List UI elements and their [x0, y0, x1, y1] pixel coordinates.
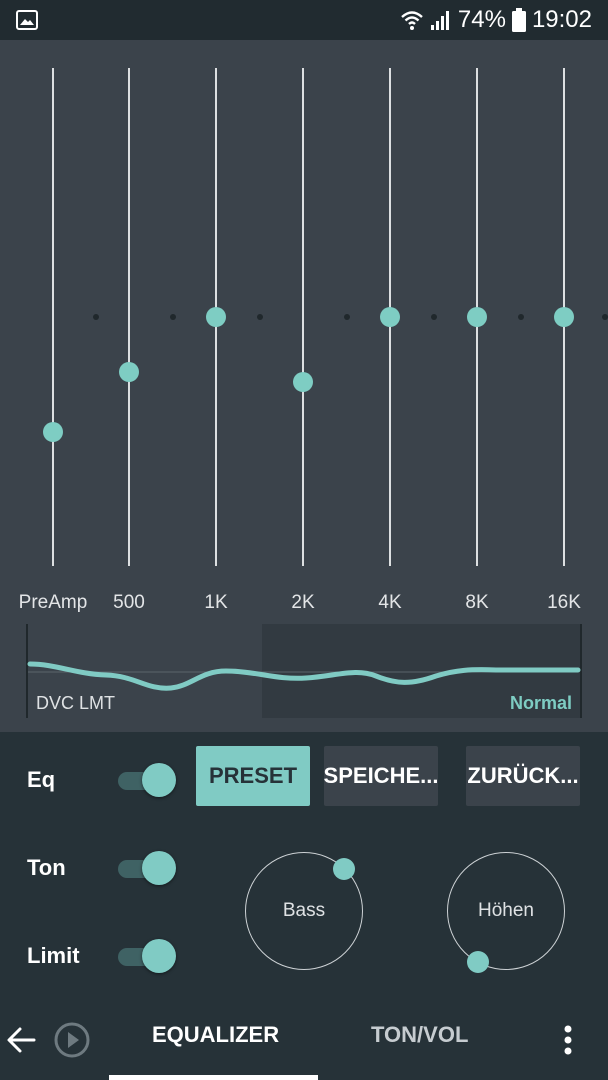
dvc-left-edge — [26, 624, 28, 718]
toggle-switch[interactable] — [118, 939, 176, 973]
toggle-thumb — [142, 763, 176, 797]
arrow-left-icon[interactable] — [6, 1026, 36, 1054]
preset-button[interactable]: PRESET — [196, 746, 310, 806]
dial-label: Höhen — [478, 900, 534, 921]
eq-band-label: 16K — [547, 592, 581, 613]
eq-center-dot — [257, 314, 263, 320]
eq-center-dot — [170, 314, 176, 320]
status-right: 74% 19:02 — [400, 0, 592, 40]
eq-band-label: 4K — [378, 592, 402, 613]
tab-ton-vol[interactable]: TON/VOL — [371, 1022, 469, 1047]
eq-band-label: 8K — [465, 592, 489, 613]
eq-center-dot — [344, 314, 350, 320]
eq-band-label: 1K — [204, 592, 228, 613]
eq-center-dot — [431, 314, 437, 320]
toggle-label: Ton — [27, 855, 66, 880]
eq-band-track[interactable] — [52, 68, 54, 566]
dvc-label: DVC LMT — [36, 693, 116, 713]
bottom-nav — [0, 1000, 608, 1080]
eq-band-label: PreAmp — [18, 592, 88, 613]
dial-label: Bass — [282, 900, 326, 921]
dial-knob[interactable] — [333, 858, 355, 880]
tab-equalizer[interactable]: EQUALIZER — [152, 1022, 280, 1047]
dvc-mode[interactable]: Normal — [509, 693, 572, 713]
toggle-switch[interactable] — [118, 851, 176, 885]
toggle-label: Limit — [27, 943, 80, 968]
dial-knob[interactable] — [467, 951, 489, 973]
eq-band-label: 2K — [291, 592, 315, 613]
active-tab-indicator — [109, 1075, 318, 1080]
dial-bass[interactable]: Bass — [245, 852, 363, 970]
eq-center-dot — [93, 314, 99, 320]
battery-percent: 74% — [457, 6, 506, 33]
eq-band-knob[interactable] — [293, 371, 313, 392]
eq-band-knob[interactable] — [380, 307, 400, 327]
toggle-switch[interactable] — [118, 763, 176, 797]
gallery-icon — [16, 10, 38, 30]
eq-band-track[interactable] — [128, 68, 130, 566]
battery-icon — [511, 8, 526, 32]
eq-band-label: 500 — [113, 592, 145, 613]
eq-center-dot — [602, 314, 608, 320]
signal-icon — [430, 11, 449, 30]
eq-band-knob[interactable] — [467, 307, 487, 327]
eq-center-dot — [518, 314, 524, 320]
toggle-thumb — [142, 939, 176, 973]
toggle-thumb — [142, 851, 176, 885]
dvc-right-edge — [580, 624, 582, 718]
status-bar: 74% 19:02 — [0, 0, 608, 40]
eq-band-knob[interactable] — [119, 361, 139, 382]
dvc-curve[interactable] — [26, 624, 582, 718]
dial-treble[interactable]: Höhen — [447, 852, 565, 970]
eq-band-knob[interactable] — [43, 421, 63, 442]
eq-band-knob[interactable] — [554, 307, 574, 327]
play-circle-icon[interactable] — [53, 1021, 91, 1059]
wifi-icon — [401, 11, 423, 30]
save-button[interactable]: SPEICHE... — [324, 746, 438, 806]
toggle-label: Eq — [27, 767, 56, 792]
more-vertical-icon[interactable] — [562, 1024, 574, 1056]
reset-button[interactable]: ZURÜCK... — [466, 746, 580, 806]
clock: 19:02 — [531, 6, 592, 33]
eq-band-knob[interactable] — [206, 307, 226, 327]
eq-band-track[interactable] — [302, 68, 304, 566]
